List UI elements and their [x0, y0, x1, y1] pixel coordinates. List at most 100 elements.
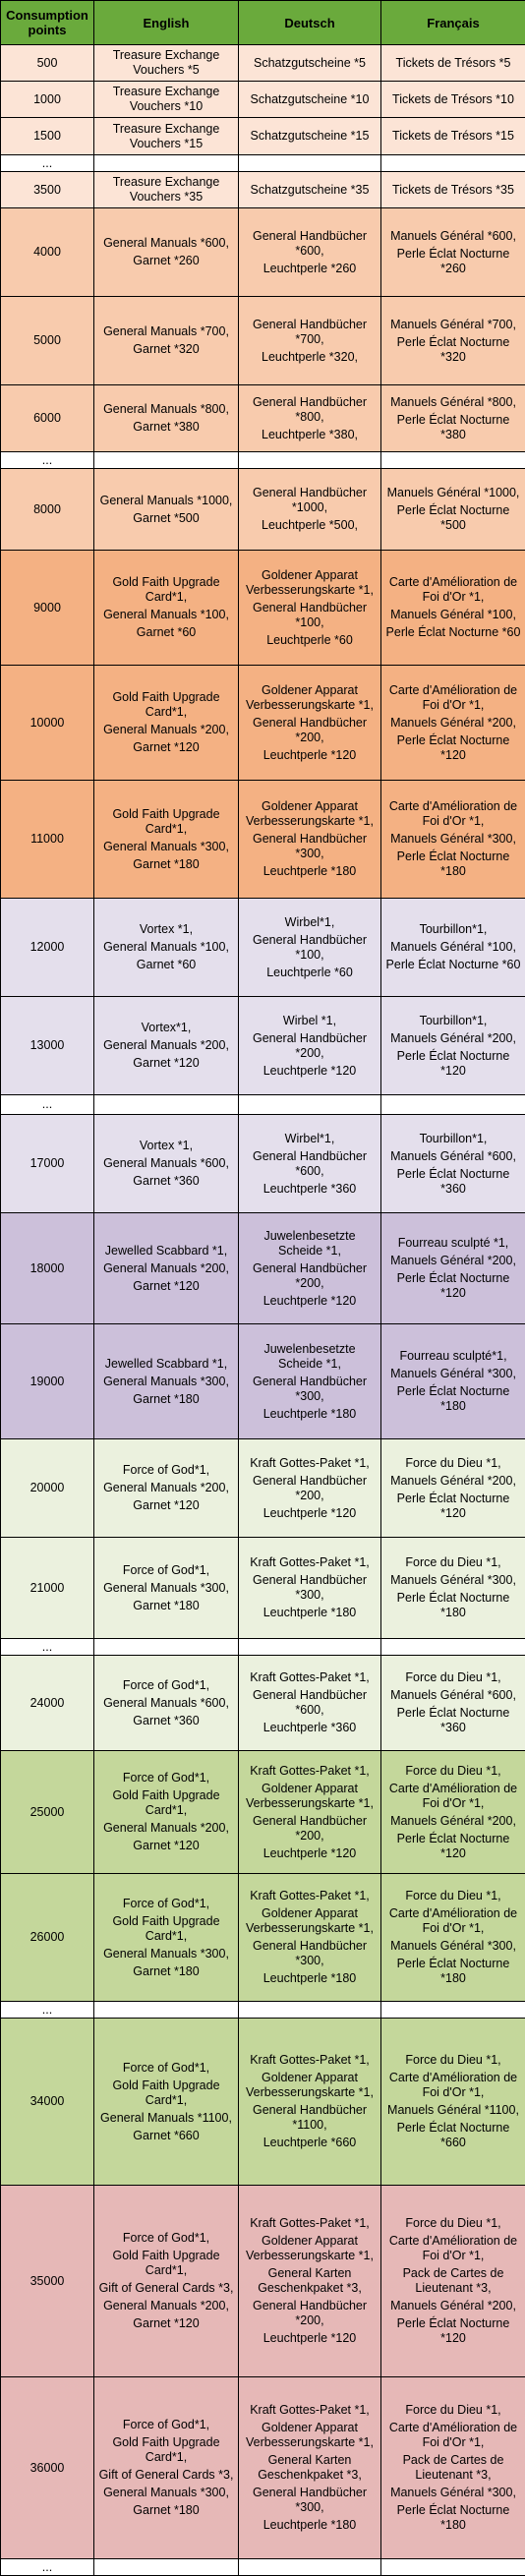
points-cell: 21000: [1, 1538, 94, 1639]
reward-line: Garnet *120: [97, 1056, 235, 1071]
points-cell: 3500: [1, 172, 94, 208]
reward-line: Manuels Général *1100,: [384, 2103, 522, 2118]
reward-cell: Tickets de Trésors *15: [381, 118, 525, 155]
reward-line: Leuchtperle *180: [242, 2518, 378, 2533]
reward-cell: Kraft Gottes-Paket *1,Goldener Apparat V…: [239, 2019, 381, 2186]
reward-cell: [381, 155, 525, 172]
reward-line: Pack de Cartes de Lieutenant *3,: [384, 2266, 522, 2296]
points-cell: 500: [1, 45, 94, 82]
reward-line: Tourbillon*1,: [384, 1014, 522, 1028]
points-cell: ...: [1, 2002, 94, 2019]
table-row: ...: [1, 1639, 525, 1656]
reward-cell: General Handbücher *800,Leuchtperle *380…: [239, 385, 381, 452]
reward-line: Manuels Général *300,: [384, 2486, 522, 2500]
reward-line: Garnet *360: [97, 1714, 235, 1728]
reward-cell: Force of God*1, Gold Faith Upgrade Card*1…: [94, 2377, 239, 2559]
reward-line: Leuchtperle *260: [242, 262, 378, 276]
reward-line: Perle Éclat Nocturne *660: [384, 2121, 522, 2150]
reward-line: General Handbücher *200,: [242, 1031, 378, 1061]
reward-line: Force of God*1,: [97, 2418, 235, 2432]
reward-line: Garnet *120: [97, 1839, 235, 1853]
reward-cell: Force du Dieu *1,Manuels Général *300,Pe…: [381, 1538, 525, 1639]
reward-line: Gold Faith Upgrade Card*1,: [97, 2078, 235, 2108]
reward-line: Gold Faith Upgrade Card*1,: [97, 1914, 235, 1944]
reward-line: Schatzgutscheine *10: [242, 92, 378, 107]
reward-line: General Handbücher *600,: [242, 229, 378, 259]
reward-cell: Schatzgutscheine *15: [239, 118, 381, 155]
reward-line: Perle Éclat Nocturne *360: [384, 1167, 522, 1197]
reward-line: General Handbücher *1100,: [242, 2103, 378, 2133]
reward-line: General Handbücher *700,: [242, 318, 378, 347]
reward-line: General Manuals *700,: [97, 324, 235, 339]
reward-line: Leuchtperle *120: [242, 1506, 378, 1521]
reward-cell: Manuels Général *700,Perle Éclat Nocturn…: [381, 297, 525, 385]
reward-line: Manuels Général *100,: [384, 608, 522, 622]
reward-cell: Force du Dieu *1,Carte d'Amélioration de…: [381, 1751, 525, 1874]
points-cell: 1500: [1, 118, 94, 155]
reward-line: Gold Faith Upgrade Card*1,: [97, 2435, 235, 2465]
reward-cell: [239, 155, 381, 172]
reward-cell: [381, 1639, 525, 1656]
reward-line: General Manuals *800,: [97, 402, 235, 417]
reward-line: Force du Dieu *1,: [384, 1456, 522, 1471]
reward-line: Goldener Apparat Verbesserungskarte *1,: [242, 2234, 378, 2263]
reward-cell: Goldener Apparat Verbesserungskarte *1,G…: [239, 781, 381, 899]
reward-line: Force of God*1,: [97, 1463, 235, 1478]
reward-line: General Manuals *300,: [97, 2486, 235, 2500]
header-cell: English: [94, 1, 239, 45]
reward-line: General Manuals *200,: [97, 1038, 235, 1053]
reward-cell: Fourreau sculpté*1,Manuels Général *300,…: [381, 1324, 525, 1439]
reward-line: Manuels Général *200,: [384, 1474, 522, 1489]
reward-cell: [381, 2002, 525, 2019]
reward-line: Kraft Gottes-Paket *1,: [242, 1555, 378, 1570]
reward-line: Juwelenbesetzte Scheide *1,: [242, 1229, 378, 1259]
reward-line: Kraft Gottes-Paket *1,: [242, 2053, 378, 2068]
reward-cell: Force du Dieu *1,Carte d'Amélioration de…: [381, 1874, 525, 2002]
reward-cell: Jewelled Scabbard *1,General Manuals *20…: [94, 1213, 239, 1324]
reward-line: General Manuals *200,: [97, 1821, 235, 1836]
points-cell: 5000: [1, 297, 94, 385]
reward-line: General Manuals *300,: [97, 1947, 235, 1961]
reward-line: General Manuals *200,: [97, 2299, 235, 2313]
reward-cell: Tourbillon*1,Manuels Général *600,Perle …: [381, 1115, 525, 1213]
reward-cell: [239, 2002, 381, 2019]
reward-cell: Fourreau sculpté *1,Manuels Général *200…: [381, 1213, 525, 1324]
reward-line: Manuels Général *200,: [384, 1814, 522, 1829]
reward-line: Manuels Général *300,: [384, 832, 522, 847]
reward-cell: Jewelled Scabbard *1,General Manuals *30…: [94, 1324, 239, 1439]
reward-line: Perle Éclat Nocturne *180: [384, 1591, 522, 1620]
reward-cell: Carte d'Amélioration de Foi d'Or *1,Manu…: [381, 666, 525, 781]
reward-line: Force of God*1,: [97, 2061, 235, 2076]
reward-line: General Manuals *100,: [97, 940, 235, 955]
reward-line: General Handbücher *300,: [242, 1375, 378, 1404]
reward-cell: [381, 452, 525, 469]
reward-cell: Juwelenbesetzte Scheide *1,General Handb…: [239, 1213, 381, 1324]
reward-cell: [94, 1095, 239, 1115]
reward-line: Perle Éclat Nocturne *60: [384, 625, 522, 640]
reward-line: Garnet *660: [97, 2129, 235, 2143]
reward-line: Perle Éclat Nocturne *180: [384, 2503, 522, 2533]
reward-line: Force du Dieu *1,: [384, 1555, 522, 1570]
reward-line: Manuels Général *200,: [384, 1031, 522, 1046]
reward-line: Force du Dieu *1,: [384, 2216, 522, 2231]
reward-line: Garnet *380: [97, 420, 235, 435]
table-row: ...: [1, 2002, 525, 2019]
points-cell: 13000: [1, 997, 94, 1095]
reward-line: Gold Faith Upgrade Card*1,: [97, 690, 235, 720]
points-cell: 19000: [1, 1324, 94, 1439]
reward-line: Manuels Général *200,: [384, 716, 522, 731]
reward-line: Leuchtperle *60: [242, 633, 378, 648]
reward-line: Kraft Gottes-Paket *1,: [242, 1764, 378, 1779]
reward-line: Kraft Gottes-Paket *1,: [242, 2216, 378, 2231]
reward-line: Leuchtperle *660: [242, 2136, 378, 2150]
reward-line: Garnet *180: [97, 1392, 235, 1407]
points-cell: ...: [1, 155, 94, 172]
reward-cell: Carte d'Amélioration de Foi d'Or *1,Manu…: [381, 551, 525, 666]
